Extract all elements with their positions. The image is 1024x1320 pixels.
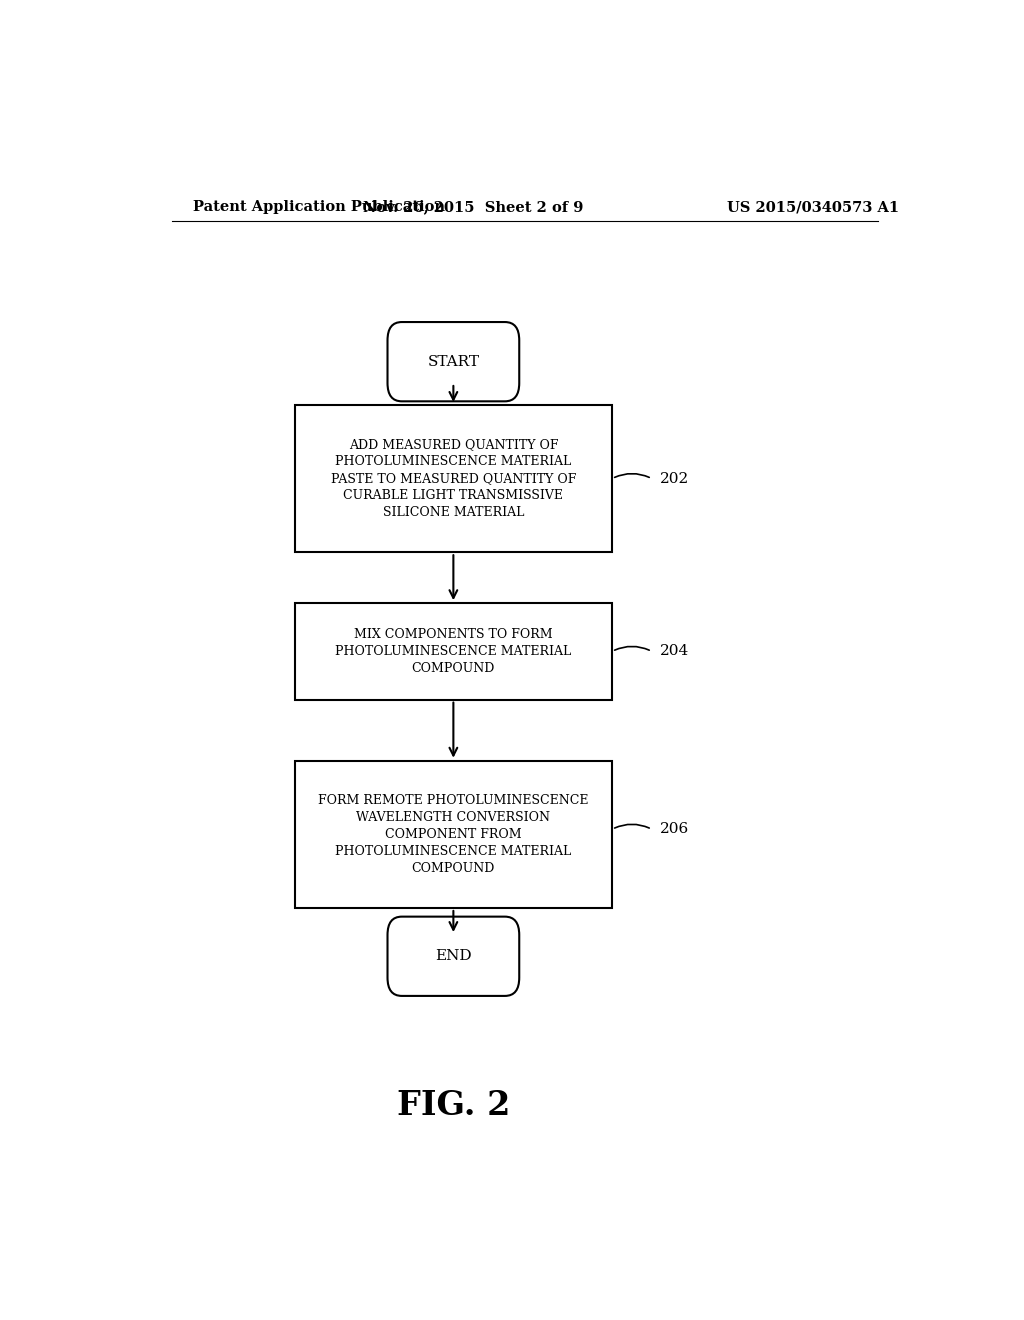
Text: END: END (435, 949, 472, 964)
Bar (295, 405, 612, 552)
FancyBboxPatch shape (387, 322, 519, 401)
Text: MIX COMPONENTS TO FORM
PHOTOLUMINESCENCE MATERIAL
COMPOUND: MIX COMPONENTS TO FORM PHOTOLUMINESCENCE… (335, 628, 571, 675)
Text: Patent Application Publication: Patent Application Publication (194, 201, 445, 214)
Text: FIG. 2: FIG. 2 (396, 1089, 510, 1122)
Text: 206: 206 (659, 822, 689, 837)
Bar (295, 603, 612, 700)
FancyBboxPatch shape (387, 916, 519, 995)
Text: Nov. 26, 2015  Sheet 2 of 9: Nov. 26, 2015 Sheet 2 of 9 (364, 201, 584, 214)
Bar (295, 760, 612, 908)
Text: START: START (427, 355, 479, 368)
Text: FORM REMOTE PHOTOLUMINESCENCE
WAVELENGTH CONVERSION
COMPONENT FROM
PHOTOLUMINESC: FORM REMOTE PHOTOLUMINESCENCE WAVELENGTH… (318, 793, 589, 875)
Text: 204: 204 (659, 644, 689, 659)
Text: US 2015/0340573 A1: US 2015/0340573 A1 (727, 201, 899, 214)
Text: 202: 202 (659, 471, 689, 486)
Text: ADD MEASURED QUANTITY OF
PHOTOLUMINESCENCE MATERIAL
PASTE TO MEASURED QUANTITY O: ADD MEASURED QUANTITY OF PHOTOLUMINESCEN… (331, 438, 577, 519)
